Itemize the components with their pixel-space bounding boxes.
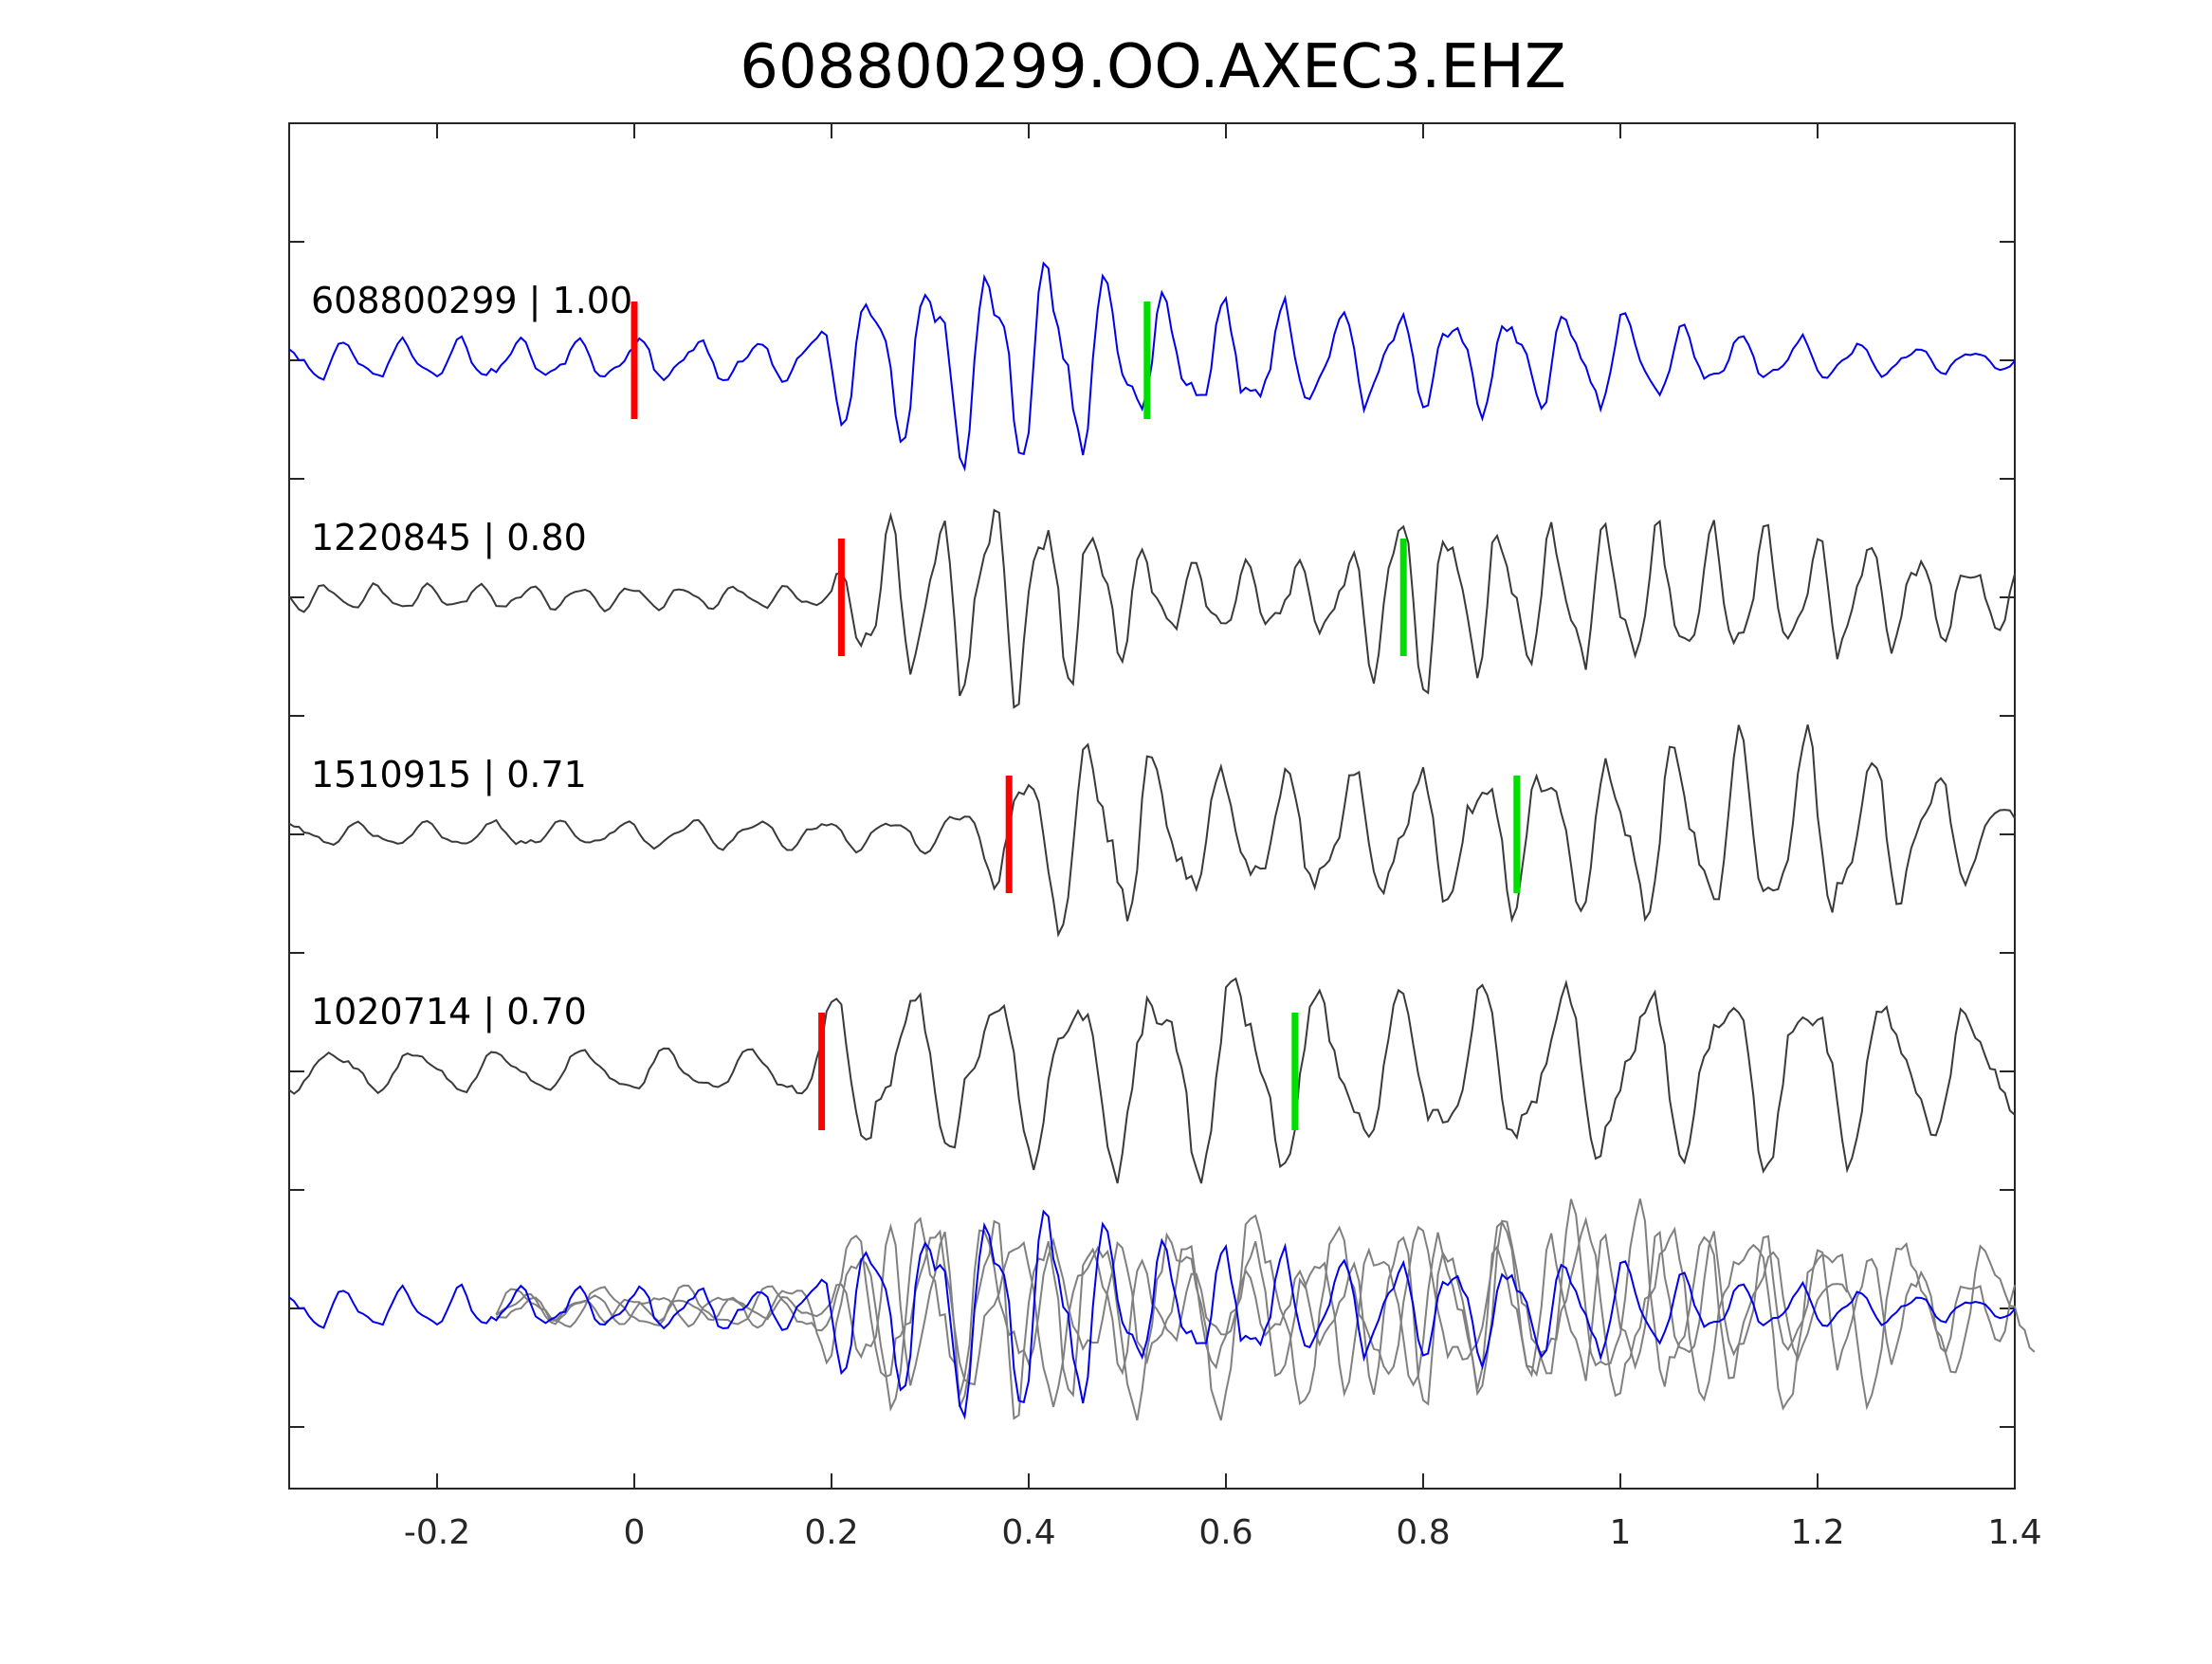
overlay-traces: [288, 1198, 2036, 1421]
trace-3-label: 1020714 | 0.70: [311, 991, 587, 1033]
x-tick-label: 1: [1610, 1513, 1632, 1552]
x-tick-label: 1.4: [1987, 1513, 2041, 1552]
x-tick-label: 0.8: [1396, 1513, 1450, 1552]
x-tick-label: -0.2: [404, 1513, 470, 1552]
trace-1-label: 1220845 | 0.80: [311, 517, 587, 559]
x-tick-label: 0.4: [1001, 1513, 1055, 1552]
x-tick-label: 0.6: [1198, 1513, 1252, 1552]
overlay-template-trace: [288, 1209, 2016, 1420]
x-tick-label: 0.2: [804, 1513, 858, 1552]
overlay-trace-3: [495, 1214, 2036, 1421]
overlay-trace-2: [495, 1198, 1849, 1412]
trace-2-waveform: [288, 724, 2016, 938]
trace-0-waveform: [288, 261, 2016, 472]
x-tick-label: 0: [624, 1513, 646, 1552]
trace-0-label: 608800299 | 1.00: [311, 280, 632, 322]
trace-labels: 608800299 | 1.00 1220845 | 0.80 1510915 | …: [311, 280, 632, 1033]
chart-title: 608800299.OO.AXEC3.EHZ: [740, 32, 1566, 102]
trace-1-waveform: [288, 508, 2016, 709]
trace-3-waveform: [288, 977, 2016, 1184]
trace-2-label: 1510915 | 0.71: [311, 754, 587, 796]
axis-ticks: -0.2 0 0.2 0.4 0.6 0.8 1 1.2 1.4: [289, 123, 2042, 1552]
waveform-traces: [288, 261, 2016, 1184]
x-tick-label: 1.2: [1790, 1513, 1844, 1552]
plot-frame: [288, 122, 2016, 1490]
overlay-trace-1: [496, 1219, 2016, 1420]
